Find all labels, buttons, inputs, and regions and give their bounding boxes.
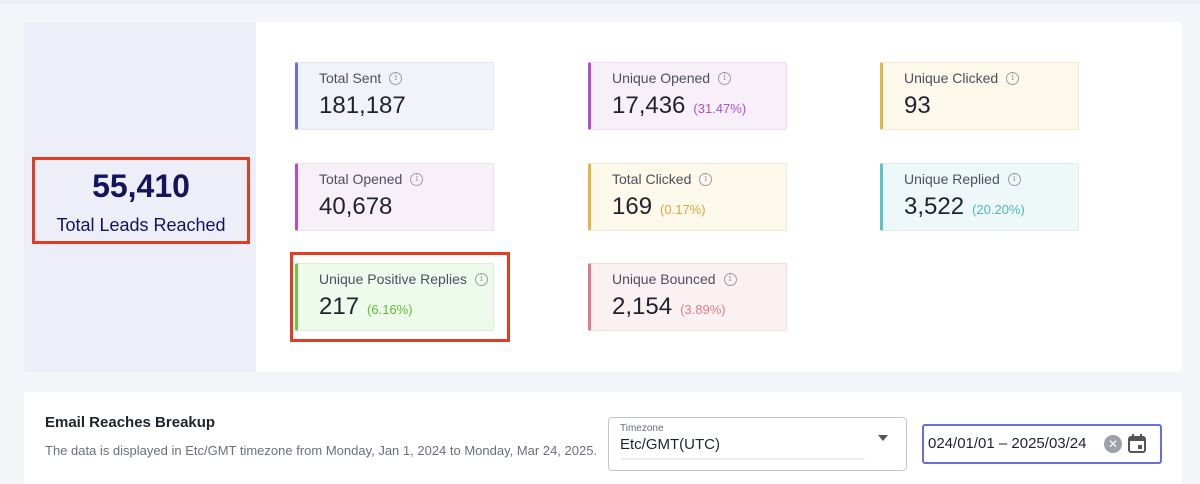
- info-icon[interactable]: i: [718, 71, 732, 85]
- date-range-picker[interactable]: 024/01/01 – 2025/03/24 ✕: [922, 424, 1162, 464]
- card-total-opened: Total Opened i 40,678: [295, 163, 494, 231]
- timezone-label: Timezone: [620, 423, 664, 434]
- card-title: Unique Opened: [612, 70, 711, 86]
- chevron-down-icon[interactable]: [878, 435, 888, 441]
- card-value: 2,154: [612, 293, 673, 320]
- calendar-icon[interactable]: [1128, 434, 1146, 453]
- card-title: Unique Replied: [904, 171, 1000, 187]
- total-leads-highlight: 55,410 Total Leads Reached: [32, 157, 250, 244]
- card-value: 3,522: [904, 193, 965, 220]
- breakup-title: Email Reaches Breakup: [45, 414, 216, 431]
- card-value: 181,187: [319, 92, 406, 119]
- stats-panel: 55,410 Total Leads Reached Total Sent i …: [24, 22, 1182, 372]
- card-title: Unique Bounced: [612, 271, 716, 287]
- card-title: Unique Positive Replies: [319, 271, 467, 287]
- card-title: Total Clicked: [612, 171, 692, 187]
- timezone-underline: [621, 458, 865, 460]
- total-leads-panel: 55,410 Total Leads Reached: [24, 22, 256, 372]
- card-unique-clicked: Unique Clicked i 93: [880, 62, 1079, 130]
- date-range-input[interactable]: 024/01/01 – 2025/03/24: [928, 435, 1087, 452]
- card-title: Unique Clicked: [904, 70, 999, 86]
- card-total-clicked: Total Clicked i 169 (0.17%): [588, 163, 787, 231]
- card-value: 169: [612, 193, 653, 220]
- clear-icon[interactable]: ✕: [1104, 435, 1122, 453]
- email-reaches-breakup-panel: Email Reaches Breakup The data is displa…: [24, 392, 1182, 484]
- top-strip: [0, 0, 1200, 4]
- total-leads-value: 55,410: [92, 168, 190, 204]
- card-unique-bounced: Unique Bounced i 2,154 (3.89%): [588, 263, 787, 331]
- card-unique-positive-replies: Unique Positive Replies i 217 (6.16%): [295, 263, 494, 331]
- card-unique-opened: Unique Opened i 17,436 (31.47%): [588, 62, 787, 130]
- total-leads-label: Total Leads Reached: [56, 215, 226, 235]
- card-percentage: (0.17%): [660, 202, 706, 217]
- info-icon[interactable]: i: [1006, 71, 1020, 85]
- card-unique-replied: Unique Replied i 3,522 (20.20%): [880, 163, 1079, 231]
- positive-replies-highlight: [290, 252, 510, 342]
- info-icon[interactable]: i: [389, 71, 403, 85]
- card-percentage: (20.20%): [972, 202, 1025, 217]
- info-icon[interactable]: i: [723, 272, 737, 286]
- card-title: Total Sent: [319, 70, 382, 86]
- card-percentage: (3.89%): [680, 302, 726, 317]
- card-percentage: (31.47%): [693, 101, 747, 116]
- info-icon[interactable]: i: [1007, 172, 1021, 186]
- card-value: 17,436: [612, 92, 686, 119]
- card-title: Total Opened: [319, 171, 403, 187]
- timezone-select[interactable]: Timezone Etc/GMT(UTC): [608, 417, 907, 471]
- card-value: 93: [904, 92, 931, 119]
- card-value: 217: [319, 293, 360, 320]
- info-icon[interactable]: i: [699, 172, 713, 186]
- breakup-description: The data is displayed in Etc/GMT timezon…: [45, 443, 598, 458]
- card-percentage: (6.16%): [367, 302, 413, 317]
- timezone-value: Etc/GMT(UTC): [620, 436, 720, 453]
- card-value: 40,678: [319, 193, 393, 220]
- info-icon[interactable]: i: [410, 172, 424, 186]
- card-total-sent: Total Sent i 181,187: [295, 62, 494, 130]
- info-icon[interactable]: i: [474, 272, 488, 286]
